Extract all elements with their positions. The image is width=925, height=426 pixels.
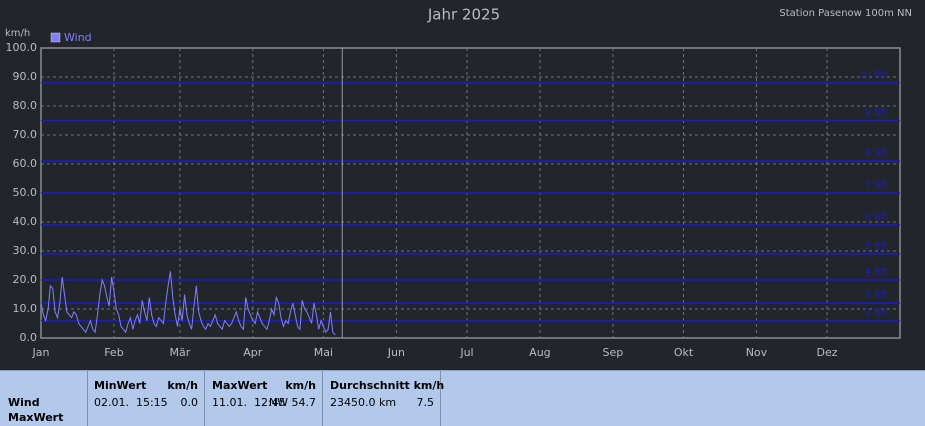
x-tick-label: Jun: [387, 346, 405, 359]
chart-title: Jahr 2025: [427, 6, 500, 24]
row-label: Wind: [8, 396, 40, 409]
legend-label: Wind: [64, 31, 92, 44]
wind-line: [40, 271, 336, 336]
time: 11.01. 12:45: [212, 396, 286, 409]
avg-column: Durchschnitt km/h 23450.0 km 7.5: [323, 371, 445, 426]
x-tick-label: Jul: [459, 346, 473, 359]
x-tick-label: Dez: [817, 346, 838, 359]
beaufort-label: 2 Bft: [864, 308, 888, 319]
x-tick-label: Aug: [529, 346, 550, 359]
x-tick-label: Feb: [104, 346, 123, 359]
x-tick-label: Mai: [314, 346, 333, 359]
station: Station Pasenow 100m NN: [779, 8, 912, 19]
beaufort-label: 4 Bft: [864, 267, 888, 278]
time: 02.01. 15:15: [94, 396, 168, 409]
y-tick-label: 60.0: [13, 157, 38, 170]
min-column: MinWert km/h 02.01. 15:15 0.0: [88, 371, 205, 426]
column-unit: km/h: [167, 379, 198, 392]
row-labels: Wind MaxWert: [0, 371, 88, 426]
value: NW 54.7: [268, 396, 316, 409]
y-tick-label: 0.0: [20, 331, 38, 344]
x-tick-label: Apr: [243, 346, 263, 359]
beaufort-label: 10 Bft: [858, 70, 888, 81]
chart: Jahr 2025 Station Pasenow 100m NN km/h 0…: [5, 6, 912, 360]
value: 0.0: [180, 396, 199, 409]
y-tick-label: 50.0: [13, 186, 38, 199]
column-head: MinWert: [94, 379, 147, 392]
max-column: MaxWert km/h 11.01. 12:45 NW 54.7: [205, 371, 323, 426]
x-tick-label: Sep: [603, 346, 624, 359]
y-tick-label: 90.0: [13, 70, 38, 83]
y-tick-label: 20.0: [13, 273, 38, 286]
y-tick-label: 70.0: [13, 128, 38, 141]
summary-table: Wind MaxWert MinWert km/h 02.01. 15:15 0…: [0, 370, 925, 426]
y-tick-label: 40.0: [13, 215, 38, 228]
beaufort-label: 9 Bft: [864, 108, 888, 119]
x-tick-label: Nov: [746, 346, 768, 359]
x-tick-label: Jan: [32, 346, 50, 359]
beaufort-label: 3 Bft: [864, 290, 888, 301]
column-unit: km/h: [285, 379, 316, 392]
beaufort-label: 6 Bft: [864, 212, 888, 223]
beaufort-label: 8 Bft: [864, 148, 888, 159]
y-axis-label: km/h: [5, 28, 30, 39]
beaufort-label: 5 Bft: [864, 241, 888, 252]
row-label: MaxWert: [8, 411, 64, 424]
column-head: MaxWert: [212, 379, 268, 392]
x-tick-label: Mär: [169, 346, 190, 359]
y-tick-label: 10.0: [13, 302, 38, 315]
y-tick-label: 30.0: [13, 244, 38, 257]
y-tick-label: 80.0: [13, 99, 38, 112]
value: 7.5: [416, 396, 435, 409]
x-tick-label: Okt: [674, 346, 694, 359]
column-head: Durchschnitt km/h: [330, 379, 445, 392]
distance: 23450.0 km: [330, 396, 397, 409]
legend-swatch: [50, 32, 61, 43]
beaufort-label: 7 Bft: [864, 180, 888, 191]
y-tick-label: 100.0: [6, 41, 38, 54]
